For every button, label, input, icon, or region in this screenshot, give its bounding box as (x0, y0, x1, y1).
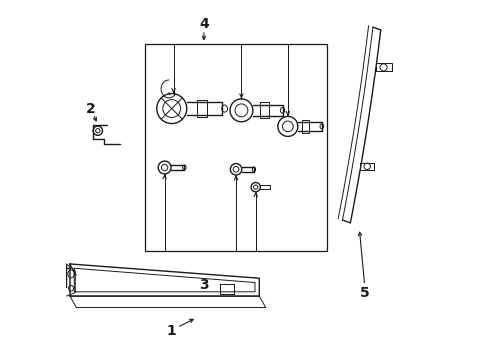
Text: 2: 2 (86, 102, 96, 116)
Text: 1: 1 (167, 324, 176, 338)
Bar (145, 44, 327, 251)
Text: 5: 5 (360, 285, 369, 300)
Text: 4: 4 (199, 17, 209, 31)
Text: 3: 3 (199, 278, 209, 292)
